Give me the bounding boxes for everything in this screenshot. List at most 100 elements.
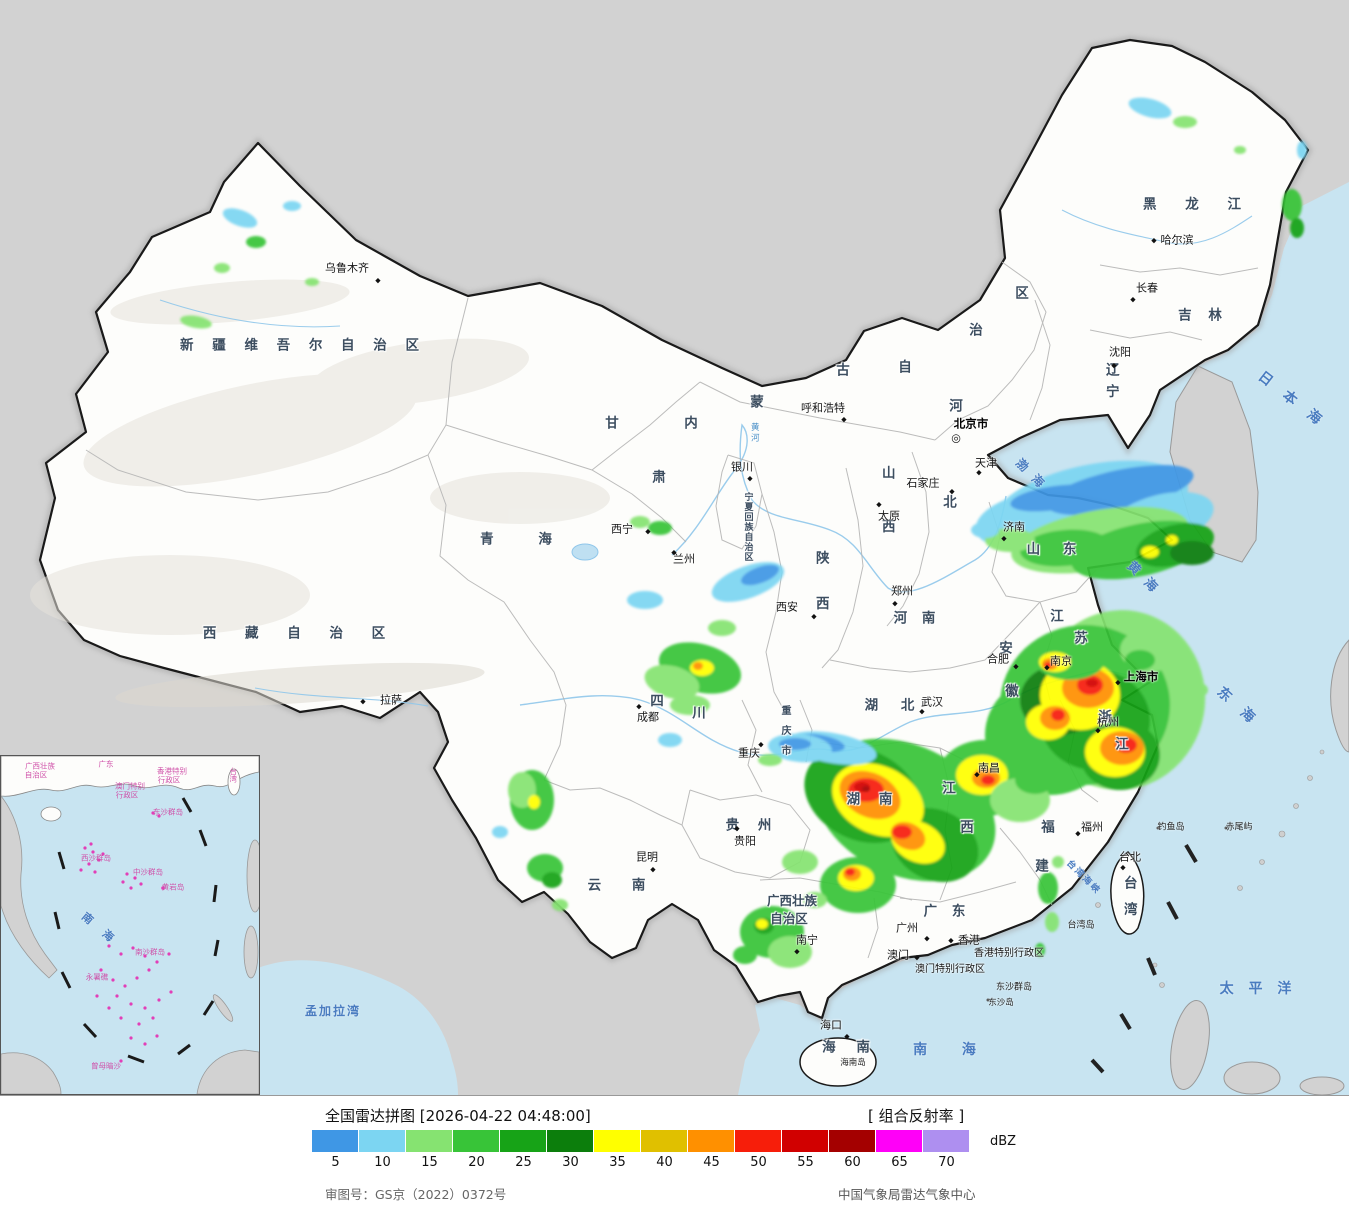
city-label: 北京市 xyxy=(953,416,989,431)
city-label: 济南 xyxy=(1003,520,1025,534)
province-label: 湖 北 xyxy=(864,697,924,714)
radar-echo xyxy=(214,263,230,273)
province-label: 苏 xyxy=(1074,630,1088,647)
legend-swatch-10 xyxy=(359,1130,406,1152)
radar-echo xyxy=(492,826,508,838)
city-label: 呼和浩特 xyxy=(801,401,845,415)
radar-echo xyxy=(1086,679,1098,687)
city-marker: ◆ xyxy=(636,702,642,711)
legend-panel: 全国雷达拼图 [2026-04-22 04:48:00] [ 组合反射率 ] d… xyxy=(0,1095,1349,1208)
sea-label: 日 本 海 xyxy=(1254,368,1330,432)
sea-label: 南 海 xyxy=(79,909,121,949)
radar-echo xyxy=(1173,116,1197,128)
radar-echo xyxy=(1052,856,1064,868)
province-label: 黑 龙 江 xyxy=(1143,196,1253,213)
city-marker: ◆ xyxy=(919,707,925,716)
capital-marker: ◎ xyxy=(951,431,961,445)
inset-label: 澳门特别 xyxy=(115,781,145,791)
sea-label: 渤 海 xyxy=(1012,455,1050,493)
radar-echo xyxy=(1015,766,1055,794)
city-label: 广州 xyxy=(896,921,918,935)
legend-swatch-45 xyxy=(688,1130,735,1152)
city-marker: ◆ xyxy=(844,1032,850,1041)
city-label: 天津 xyxy=(975,456,997,470)
inset-vietnam xyxy=(0,794,58,979)
legend-tick: 70 xyxy=(938,1155,955,1170)
inset-label: 自治区 xyxy=(24,770,48,780)
inset-label: 南沙群岛 xyxy=(135,947,165,957)
label-layer: 黑 龙 江吉 林辽宁内蒙古自治区新 疆 维 吾 尔 自 治 区西 藏 自 治 区… xyxy=(24,196,1330,1070)
radar-echo xyxy=(1234,146,1246,154)
city-marker: ◆ xyxy=(1151,236,1157,245)
inset-taiwan xyxy=(227,768,241,796)
city-marker: ◆ xyxy=(360,697,366,706)
province-label: 海 南 xyxy=(822,1039,878,1056)
city-marker: ◆ xyxy=(949,487,955,496)
south-china-sea-inset xyxy=(0,755,264,1095)
radar-echo xyxy=(1020,529,1110,567)
legend-tick: 35 xyxy=(609,1155,626,1170)
radar-echo xyxy=(552,899,568,911)
legend-tick: 10 xyxy=(374,1155,391,1170)
small-island-dots xyxy=(986,826,1228,1002)
province-label: 甘 xyxy=(605,415,619,432)
radar-echo xyxy=(1184,682,1208,698)
radar-echo xyxy=(1051,709,1065,721)
japan-land xyxy=(1330,639,1349,753)
province-label: 山西 xyxy=(878,465,895,573)
radar-echo xyxy=(1128,97,1172,119)
city-marker: ◆ xyxy=(876,500,882,509)
province-label: 区 xyxy=(1015,285,1029,302)
legend-tick: 50 xyxy=(750,1155,767,1170)
legend-tick: 25 xyxy=(515,1155,532,1170)
legend-swatch-60 xyxy=(829,1130,876,1152)
city-label: 西宁 xyxy=(611,522,633,536)
city-marker: ◆ xyxy=(976,468,982,477)
city-marker: ◆ xyxy=(1115,678,1121,687)
legend-tick: 65 xyxy=(891,1155,908,1170)
city-label: 拉萨 xyxy=(380,693,402,707)
legend-colorbar xyxy=(312,1130,970,1152)
radar-echo xyxy=(756,919,768,929)
city-label: 澳门 xyxy=(887,948,909,962)
inset-label: 广东 xyxy=(98,759,114,769)
radar-echo xyxy=(246,236,266,248)
city-label: 香港 xyxy=(958,933,980,947)
data-source: 中国气象局雷达气象中心 xyxy=(838,1187,976,1202)
inset-label: 台湾 xyxy=(228,767,238,783)
inset-label: 中沙群岛 xyxy=(133,867,163,877)
radar-echo xyxy=(779,738,811,750)
island-label: 台湾岛 xyxy=(1067,920,1095,931)
legend-tick: 45 xyxy=(703,1155,720,1170)
city-label: 武汉 xyxy=(921,695,943,709)
yellow-river xyxy=(671,423,1007,593)
legend-tick: 55 xyxy=(797,1155,814,1170)
city-marker: ◆ xyxy=(650,865,656,874)
radar-echo xyxy=(862,786,870,792)
inset-label: 黄岩岛 xyxy=(161,882,185,892)
legend-tick: 30 xyxy=(562,1155,579,1170)
city-marker: ◆ xyxy=(892,599,898,608)
city-label: 南宁 xyxy=(796,933,818,947)
radar-echo-layer xyxy=(180,97,1307,968)
city-marker: ◆ xyxy=(811,612,817,621)
island-label: 钓鱼岛 xyxy=(1157,822,1185,833)
river-label: 黄河 xyxy=(749,422,760,444)
city-marker: ◆ xyxy=(645,527,651,536)
radar-echo xyxy=(542,872,562,888)
city-marker: ◆ xyxy=(747,474,753,483)
sea-label: 太 平 洋 xyxy=(1219,981,1297,997)
nine-dash-line-inset xyxy=(53,797,220,1064)
province-label: 江 xyxy=(1050,608,1064,625)
city-marker: ◆ xyxy=(1095,726,1101,735)
radar-echo xyxy=(630,516,650,528)
city-marker: ◆ xyxy=(794,947,800,956)
city-label: 沈阳 xyxy=(1109,345,1131,359)
city-label: 太原 xyxy=(878,509,900,523)
philippines xyxy=(1170,1000,1345,1095)
map-title: 全国雷达拼图 [2026-04-22 04:48:00] xyxy=(325,1107,591,1125)
city-label: 成都 xyxy=(637,710,659,724)
legend-tick: 20 xyxy=(468,1155,485,1170)
city-marker: ◆ xyxy=(924,934,930,943)
